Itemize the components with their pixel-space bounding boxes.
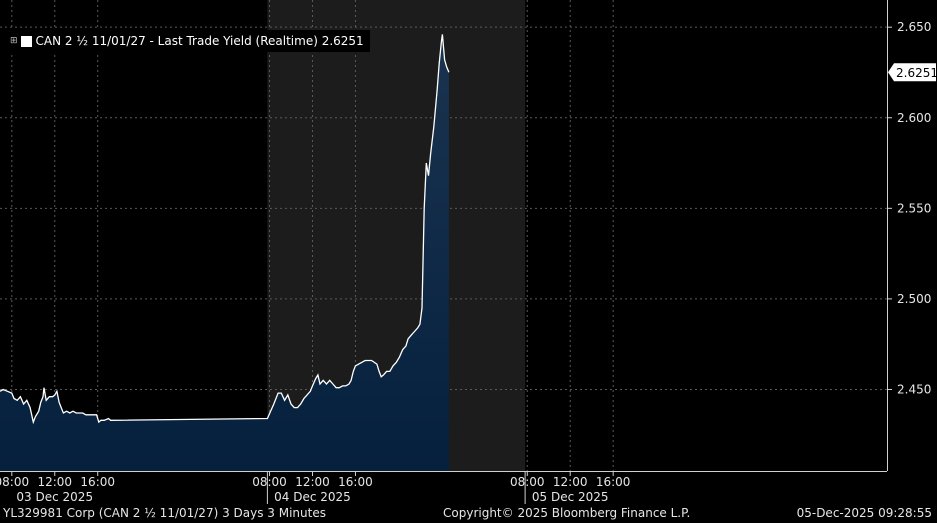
x-tick-label: 08:00 — [252, 475, 287, 489]
x-tick-label: 16:00 — [80, 475, 115, 489]
day-label: 04 Dec 2025 — [274, 490, 351, 504]
x-tick-label: 16:00 — [596, 475, 631, 489]
footer-security-info: YL329981 Corp (CAN 2 ½ 11/01/27) 3 Days … — [3, 506, 326, 520]
y-tick-label: 2.600 — [897, 111, 931, 125]
legend[interactable]: ⊞ CAN 2 ½ 11/01/27 - Last Trade Yield (R… — [6, 30, 370, 52]
series-line — [0, 34, 450, 425]
x-ticks: 08:00 12:00 16:00 08:00 12:00 16:00 08:00 12:00… — [0, 471, 630, 504]
y-tick-label: 2.550 — [897, 201, 931, 215]
expand-icon[interactable]: ⊞ — [10, 36, 18, 46]
footer-timestamp: 05-Dec-2025 09:28:55 — [796, 506, 932, 520]
gridlines — [0, 0, 887, 471]
x-tick-label: 12:00 — [37, 475, 72, 489]
day-label: 03 Dec 2025 — [16, 490, 93, 504]
x-tick-label: 08:00 — [510, 475, 545, 489]
legend-label: CAN 2 ½ 11/01/27 - Last Trade Yield (Rea… — [35, 34, 364, 48]
y-tick-label: 2.650 — [897, 20, 931, 34]
last-value-tag — [888, 63, 936, 82]
x-tick-label: 08:00 — [0, 475, 29, 489]
x-tick-label: 16:00 — [338, 475, 373, 489]
y-ticks: 2.450 2.500 2.550 2.600 2.650 — [887, 20, 931, 396]
x-tick-label: 12:00 — [553, 475, 588, 489]
day-label: 05 Dec 2025 — [532, 490, 609, 504]
last-value-marker: 2.6251 — [888, 63, 937, 82]
legend-swatch — [20, 35, 32, 47]
y-tick-label: 2.450 — [897, 382, 931, 396]
y-tick-label: 2.500 — [897, 292, 931, 306]
series-area — [0, 34, 449, 472]
x-tick-label: 12:00 — [295, 475, 330, 489]
last-value-label: 2.6251 — [896, 66, 937, 80]
footer-copyright: Copyright© 2025 Bloomberg Finance L.P. — [443, 506, 691, 520]
